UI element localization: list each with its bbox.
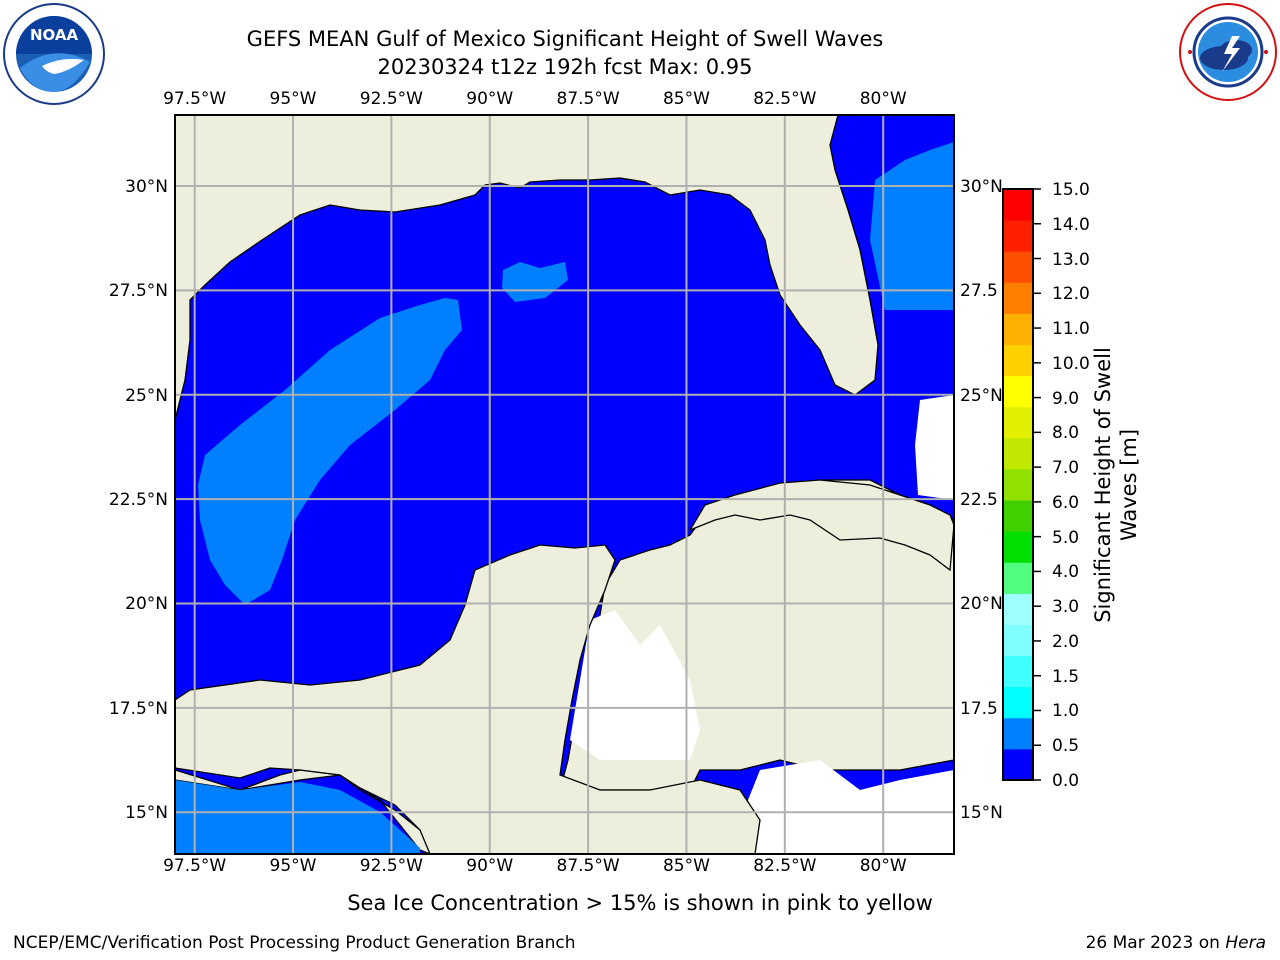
colorbar-swatch: [1003, 313, 1033, 346]
colorbar-tick-label: 1.0: [1052, 701, 1080, 722]
colorbar-swatch: [1003, 468, 1033, 501]
colorbar-swatch: [1003, 282, 1033, 314]
lon-tick-label-top: 87.5°W: [556, 89, 620, 109]
colorbar-tick-label: 15.0: [1052, 180, 1090, 200]
map-frame: [174, 114, 955, 855]
lat-tick-label-left: 27.5°N: [108, 281, 168, 302]
colorbar-swatch: [1003, 655, 1033, 688]
colorbar-swatch: [1003, 717, 1033, 750]
colorbar-tick-label: 8.0: [1052, 423, 1080, 444]
swell-band-pacific: [175, 780, 420, 854]
lon-tick-label-bot: 90°W: [466, 856, 514, 876]
colorbar-tick-label: 0.5: [1052, 736, 1080, 757]
swell-band-north: [502, 262, 568, 302]
lat-tick-label-right: 27.5: [960, 281, 998, 302]
no-data-caribbean: [748, 760, 954, 854]
lon-tick-label-bot: 97.5°W: [163, 856, 227, 876]
lon-tick-label-bot: 87.5°W: [556, 856, 620, 876]
lat-tick-label-right: 15°N: [960, 803, 1003, 824]
colorbar-tick-label: 5.0: [1052, 527, 1080, 548]
colorbar-swatch: [1003, 251, 1033, 283]
lat-tick-label-left: 25°N: [125, 385, 168, 406]
lat-tick-label-left: 15°N: [125, 803, 168, 824]
lon-tick-label-top: 80°W: [859, 89, 907, 109]
colorbar-label-line2: Waves [m]: [1117, 428, 1141, 542]
colorbar-swatch: [1003, 562, 1033, 594]
colorbar-swatch: [1003, 686, 1033, 719]
lat-tick-label-right: 30°N: [960, 176, 1003, 197]
chart-title-line2: 20230324 t12z 192h fcst Max: 0.95: [377, 55, 753, 79]
lon-tick-label-top: 97.5°W: [163, 89, 227, 109]
colorbar-tick-label: 3.0: [1052, 597, 1080, 618]
lat-tick-label-left: 20°N: [125, 594, 168, 615]
colorbar-tick-label: 14.0: [1052, 214, 1090, 235]
colorbar-swatch: [1003, 189, 1033, 221]
lat-tick-label-left: 17.5°N: [108, 698, 168, 719]
sea-ice-note: Sea Ice Concentration > 15% is shown in …: [347, 891, 933, 915]
credit-text: NCEP/EMC/Verification Post Processing Pr…: [13, 933, 576, 953]
swell-band-atlantic: [870, 142, 954, 310]
colorbar-tick-label: 11.0: [1052, 319, 1090, 340]
chart-title-line1: GEFS MEAN Gulf of Mexico Significant Hei…: [246, 27, 884, 51]
colorbar-tick-label: 13.0: [1052, 249, 1090, 270]
lat-tick-label-right: 22.5: [960, 490, 998, 511]
lon-tick-label-bot: 80°W: [859, 856, 907, 876]
colorbar-swatch: [1003, 593, 1033, 625]
nws-logo: [1179, 3, 1277, 101]
colorbar-swatch: [1003, 748, 1033, 781]
colorbar-swatch: [1003, 375, 1033, 408]
lon-tick-label-bot: 95°W: [269, 856, 317, 876]
lon-tick-label-bot: 85°W: [662, 856, 710, 876]
colorbar-tick-label: 2.0: [1052, 631, 1080, 652]
lat-tick-label-right: 20°N: [960, 594, 1003, 615]
colorbar-swatch: [1003, 406, 1033, 439]
swell-band: [198, 298, 462, 605]
colorbar-tick-label: 7.0: [1052, 458, 1080, 479]
colorbar-tick-label: 9.0: [1052, 388, 1080, 409]
colorbar-tick-label: 1.5: [1052, 666, 1080, 687]
colorbar-swatch: [1003, 624, 1033, 657]
colorbar-label-line1: Significant Height of Swell: [1091, 347, 1115, 623]
run-date-prefix: 26 Mar 2023 on: [1085, 933, 1226, 953]
colorbar-swatch: [1003, 220, 1033, 252]
colorbar-tick-label: 10.0: [1052, 353, 1090, 374]
lon-tick-label-bot: 92.5°W: [359, 856, 423, 876]
lon-tick-label-top: 95°W: [269, 89, 317, 109]
lon-tick-label-top: 92.5°W: [359, 89, 423, 109]
colorbar-swatch: [1003, 437, 1033, 470]
colorbar-tick-label: 4.0: [1052, 562, 1080, 583]
lon-tick-label-top: 85°W: [662, 89, 710, 109]
colorbar-swatch: [1003, 531, 1033, 563]
colorbar-frame: [1002, 188, 1034, 781]
colorbar-swatch: [1003, 344, 1033, 377]
lat-tick-label-left: 30°N: [125, 176, 168, 197]
lon-tick-label-top: 82.5°W: [753, 89, 817, 109]
lon-tick-label-bot: 82.5°W: [753, 856, 817, 876]
lat-tick-label-right: 17.5: [960, 698, 998, 719]
lon-tick-label-top: 90°W: [466, 89, 514, 109]
colorbar-label: Significant Height of Swell Waves [m]: [1090, 347, 1142, 623]
noaa-logo-text: NOAA: [30, 26, 79, 44]
no-data-florida-strait: [915, 395, 954, 500]
run-date: 26 Mar 2023 on Hera: [1086, 933, 1266, 953]
colorbar-swatch: [1003, 500, 1033, 532]
map-gridlines: [175, 115, 954, 854]
run-host: Hera: [1225, 933, 1266, 953]
lat-tick-label-right: 25°N: [960, 385, 1003, 406]
yucatan-coast: [175, 544, 761, 854]
colorbar-tick-label: 0.0: [1052, 771, 1080, 791]
colorbar-tick-label: 6.0: [1052, 492, 1080, 513]
noaa-logo: NOAA: [3, 3, 105, 105]
lat-tick-label-left: 22.5°N: [108, 490, 168, 511]
cuba-island: [688, 479, 954, 572]
colorbar-tick-label: 12.0: [1052, 284, 1090, 305]
no-data-yucatan: [570, 610, 700, 760]
